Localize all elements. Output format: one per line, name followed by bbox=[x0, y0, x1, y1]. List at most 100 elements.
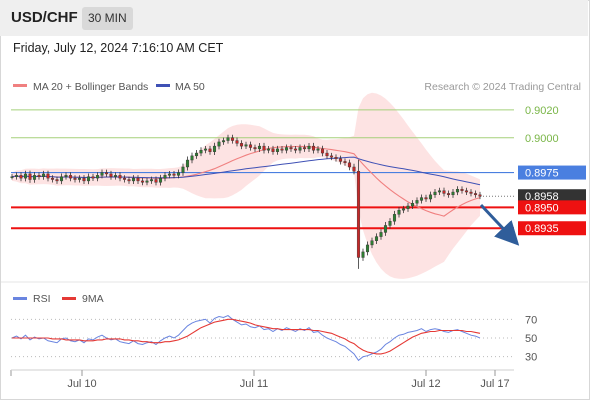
candle bbox=[37, 172, 41, 180]
candle bbox=[446, 190, 451, 198]
candle bbox=[194, 150, 199, 159]
candle-body bbox=[406, 205, 410, 209]
candle bbox=[77, 175, 82, 183]
candle bbox=[433, 188, 437, 198]
candle bbox=[356, 159, 361, 269]
candle-body bbox=[226, 137, 230, 141]
candle-body bbox=[77, 177, 82, 180]
rsi-tick-label: 30 bbox=[525, 352, 537, 364]
candle bbox=[239, 140, 244, 150]
candle-body bbox=[244, 144, 248, 147]
candle bbox=[95, 172, 100, 182]
candle bbox=[266, 145, 271, 154]
candle-body bbox=[275, 148, 280, 152]
price-levels bbox=[11, 109, 514, 230]
candle-body bbox=[419, 197, 424, 201]
ma9-legend-label: 9MA bbox=[82, 293, 104, 305]
ma9-legend-swatch bbox=[62, 297, 76, 300]
candle-body bbox=[163, 175, 167, 179]
candle bbox=[235, 137, 239, 147]
candle-body bbox=[217, 141, 221, 147]
rsi-legend-label: RSI bbox=[33, 293, 51, 305]
candle bbox=[172, 171, 176, 179]
candle bbox=[437, 187, 442, 195]
candle bbox=[464, 187, 469, 195]
candle-body bbox=[149, 179, 154, 182]
candle bbox=[68, 172, 73, 182]
candle-body bbox=[19, 175, 23, 179]
candle bbox=[154, 176, 158, 186]
support-level-label: 0.8950 bbox=[525, 202, 559, 214]
support-level-label: 0.8935 bbox=[525, 223, 559, 235]
resistance-level-label: 0.9000 bbox=[525, 133, 559, 145]
candle-body bbox=[262, 145, 266, 151]
candle bbox=[428, 191, 433, 203]
candle-body bbox=[136, 177, 140, 182]
candle-body bbox=[433, 191, 437, 196]
candle-body bbox=[113, 175, 118, 177]
candle bbox=[334, 154, 338, 162]
timeframe-badge[interactable]: 30 MIN bbox=[82, 7, 133, 30]
candle-body bbox=[437, 190, 442, 193]
candle bbox=[325, 150, 329, 159]
candle-body bbox=[397, 209, 401, 215]
candle-body bbox=[10, 176, 14, 178]
candle-body bbox=[442, 190, 446, 194]
bollinger-band bbox=[12, 92, 480, 279]
candle bbox=[289, 144, 293, 152]
candle-body bbox=[478, 194, 482, 197]
ma50-legend-swatch bbox=[156, 84, 170, 87]
candle bbox=[388, 218, 392, 229]
candle-body bbox=[208, 148, 212, 152]
candle bbox=[59, 173, 64, 185]
candle bbox=[158, 174, 163, 186]
x-axis-tick-label: Jul 17 bbox=[480, 378, 509, 390]
candle bbox=[127, 176, 131, 184]
candle bbox=[316, 145, 320, 154]
candle-body bbox=[86, 176, 91, 182]
pivot-level-label: 0.8975 bbox=[525, 168, 559, 180]
candle bbox=[50, 175, 55, 183]
candle bbox=[424, 194, 428, 202]
candle bbox=[109, 170, 113, 180]
candle bbox=[338, 155, 343, 165]
candle-body bbox=[140, 180, 145, 183]
candle-body bbox=[446, 193, 451, 196]
candle bbox=[55, 176, 59, 184]
support-level-tag bbox=[518, 221, 586, 236]
candle bbox=[64, 172, 68, 180]
candle-body bbox=[320, 148, 325, 154]
candle-body bbox=[374, 236, 379, 241]
x-axis-tick-label: Jul 10 bbox=[67, 378, 96, 390]
rsi-tick-label: 70 bbox=[525, 314, 537, 326]
candle-body bbox=[37, 175, 41, 177]
candle bbox=[397, 206, 401, 218]
candle bbox=[271, 145, 275, 155]
candle bbox=[401, 205, 406, 214]
candle bbox=[248, 141, 253, 151]
candle bbox=[145, 177, 149, 186]
candle-body bbox=[100, 172, 104, 176]
candle bbox=[347, 159, 352, 171]
chart-datetime: Friday, July 12, 2024 7:16:10 AM CET bbox=[13, 41, 224, 55]
candle-body bbox=[28, 173, 32, 180]
candle bbox=[244, 141, 248, 150]
candle bbox=[226, 134, 230, 144]
candle-body bbox=[266, 148, 271, 151]
candle bbox=[374, 233, 379, 244]
candle bbox=[253, 144, 257, 152]
candle-body bbox=[401, 208, 406, 211]
candle bbox=[136, 175, 140, 184]
candle bbox=[352, 163, 356, 175]
candles bbox=[10, 134, 482, 269]
candle-body bbox=[464, 190, 469, 193]
candle-body bbox=[460, 189, 464, 191]
candle-body bbox=[289, 147, 293, 150]
candle-body bbox=[73, 177, 77, 180]
candle-body bbox=[145, 180, 149, 183]
candle-body bbox=[127, 179, 131, 182]
candle-body bbox=[338, 158, 343, 162]
forecast-arrow bbox=[479, 203, 520, 246]
candle bbox=[41, 170, 46, 180]
